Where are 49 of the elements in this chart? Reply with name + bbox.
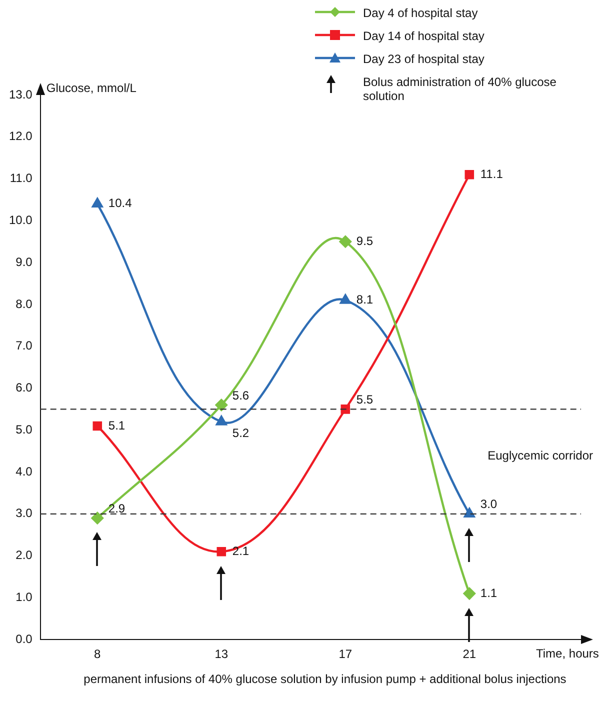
annotation: Euglycemic corridor [488,448,593,462]
x-tick-label: 17 [338,647,352,662]
legend-label: Day 4 of hospital stay [363,6,479,20]
text: permanent infusions of 40% glucose solution by infusion pump + additional bolus injections [82,672,568,686]
data-label: 3.0 [480,497,498,512]
data-label: 5.5 [356,392,374,407]
point [340,294,351,304]
y-tick-label: 13.0 [8,87,33,102]
point [464,170,474,180]
data-label: 10.4 [108,196,132,210]
y-tick-label: 3.0 [16,506,33,520]
data-label: 8.1 [356,292,374,307]
y-tick-label: 6.0 [16,380,33,395]
point [215,398,228,412]
y-tick-label: 4.0 [16,464,33,478]
point [216,416,227,426]
point [92,421,102,431]
y-tick-label: 12.0 [8,129,33,144]
y-axis-title: Glucose, mmol/L [46,81,137,95]
y-tick-label: 9.0 [16,254,33,269]
point [464,508,475,518]
data-label: 11.1 [480,166,504,181]
y-tick-label: 5.0 [16,422,33,436]
data-label: 2.9 [108,501,126,516]
y-tick-label: 1.0 [16,590,33,604]
point [92,198,103,208]
x-tick-label: 13 [214,647,228,662]
data-label: 5.1 [108,418,126,432]
point [463,587,476,600]
point [339,236,352,248]
y-tick-label: 8.0 [16,296,33,311]
data-label: 2.1 [232,544,250,558]
data-label: 5.2 [232,426,250,440]
y-tick-label: 2.0 [16,548,33,562]
legend-label: Day 23 of hospital stay [363,52,486,66]
y-tick-label: 11.0 [10,171,33,186]
x-tick-label: 8 [94,647,102,662]
data-label: 5.6 [232,388,250,402]
y-tick-label: 7.0 [16,338,33,353]
point [216,546,226,556]
y-tick-label: 10.0 [8,212,33,227]
x-tick-label: 21 [462,647,476,662]
x-axis-title: Time, hours [536,646,599,661]
point [91,512,104,524]
data-label: 9.5 [356,234,374,248]
data-label: 1.1 [480,586,498,600]
legend-label: Day 14 of hospital stay [363,29,486,43]
annotation: Bolus administration of 40% glucose solution [363,75,558,103]
y-tick-label: 0.0 [16,632,33,646]
